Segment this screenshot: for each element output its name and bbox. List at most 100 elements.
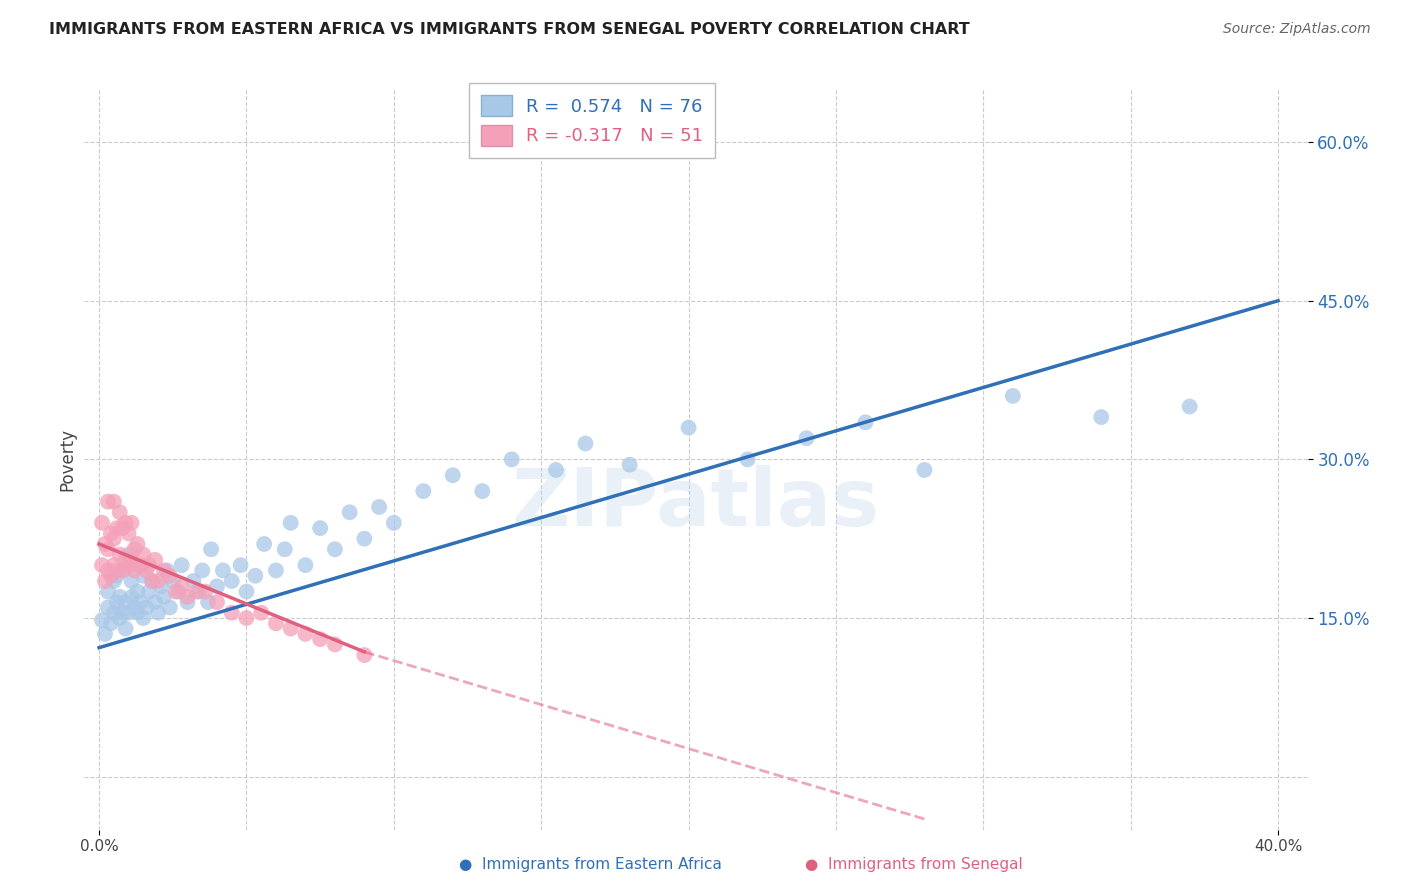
Point — [194, 584, 217, 599]
Point — [280, 516, 302, 530]
Point — [105, 568, 128, 582]
Point — [100, 616, 122, 631]
Point — [200, 542, 222, 557]
Point — [471, 484, 494, 499]
Text: ●  Immigrants from Eastern Africa: ● Immigrants from Eastern Africa — [460, 857, 721, 872]
Point — [339, 505, 361, 519]
Point — [235, 611, 257, 625]
Point — [382, 516, 405, 530]
Point — [129, 558, 152, 573]
Point — [108, 505, 131, 519]
Point — [212, 564, 235, 578]
Point — [153, 564, 176, 578]
Point — [111, 564, 134, 578]
Point — [105, 564, 128, 578]
Point — [150, 579, 173, 593]
Point — [183, 574, 205, 588]
Point — [97, 600, 120, 615]
Point — [94, 537, 117, 551]
Point — [855, 416, 877, 430]
Point — [132, 548, 155, 562]
Point — [105, 521, 128, 535]
Point — [619, 458, 641, 472]
Point — [353, 648, 375, 662]
Point — [574, 436, 596, 450]
Point — [111, 606, 134, 620]
Point — [253, 537, 276, 551]
Point — [127, 537, 149, 551]
Point — [159, 600, 181, 615]
Point — [127, 606, 149, 620]
Point — [117, 606, 139, 620]
Point — [103, 532, 125, 546]
Point — [156, 564, 179, 578]
Point — [1178, 400, 1201, 414]
Point — [138, 558, 160, 573]
Point — [294, 558, 316, 573]
Point — [91, 558, 114, 573]
Point — [264, 616, 287, 631]
Point — [94, 627, 117, 641]
Point — [197, 595, 219, 609]
Point — [245, 568, 267, 582]
Point — [103, 558, 125, 573]
Point — [309, 632, 332, 647]
Point — [264, 564, 287, 578]
Point — [108, 590, 131, 604]
Point — [114, 622, 136, 636]
Point — [97, 564, 120, 578]
Point — [235, 584, 257, 599]
Point — [221, 574, 243, 588]
Point — [103, 574, 125, 588]
Point — [176, 595, 198, 609]
Point — [124, 542, 146, 557]
Point — [135, 600, 157, 615]
Point — [294, 627, 316, 641]
Point — [176, 590, 198, 604]
Point — [368, 500, 391, 514]
Point — [129, 595, 152, 609]
Point — [796, 431, 818, 445]
Point — [103, 494, 125, 508]
Point — [170, 579, 193, 593]
Y-axis label: Poverty: Poverty — [58, 428, 76, 491]
Point — [544, 463, 567, 477]
Point — [188, 584, 211, 599]
Point — [94, 574, 117, 588]
Point — [132, 568, 155, 582]
Point — [191, 564, 214, 578]
Point — [91, 613, 114, 627]
Text: ZIPatlas: ZIPatlas — [512, 465, 880, 543]
Point — [127, 584, 149, 599]
Point — [170, 558, 193, 573]
Point — [737, 452, 759, 467]
Point — [97, 542, 120, 557]
Point — [153, 590, 176, 604]
Point — [121, 516, 143, 530]
Point — [678, 420, 700, 434]
Point — [323, 637, 346, 651]
Point — [117, 526, 139, 541]
Point — [143, 595, 166, 609]
Point — [135, 564, 157, 578]
Point — [105, 595, 128, 609]
Point — [353, 532, 375, 546]
Point — [1001, 389, 1024, 403]
Point — [117, 558, 139, 573]
Point — [165, 584, 187, 599]
Point — [250, 606, 273, 620]
Point — [111, 521, 134, 535]
Point — [114, 553, 136, 567]
Point — [121, 553, 143, 567]
Point — [441, 468, 464, 483]
Point — [323, 542, 346, 557]
Point — [912, 463, 935, 477]
Point — [412, 484, 434, 499]
Point — [100, 526, 122, 541]
Point — [114, 595, 136, 609]
Point — [280, 622, 302, 636]
Text: IMMIGRANTS FROM EASTERN AFRICA VS IMMIGRANTS FROM SENEGAL POVERTY CORRELATION CH: IMMIGRANTS FROM EASTERN AFRICA VS IMMIGR… — [49, 22, 970, 37]
Point — [162, 574, 184, 588]
Text: Source: ZipAtlas.com: Source: ZipAtlas.com — [1223, 22, 1371, 37]
Point — [229, 558, 252, 573]
